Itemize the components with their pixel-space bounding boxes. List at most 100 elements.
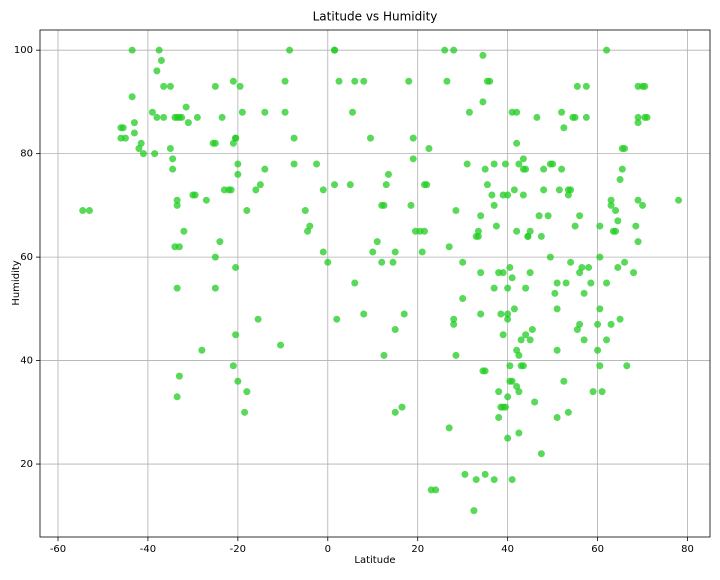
scatter-point (639, 201, 647, 209)
scatter-point (202, 196, 210, 204)
scatter-point (474, 227, 482, 235)
scatter-point (481, 367, 489, 375)
scatter-point (380, 201, 388, 209)
scatter-point (519, 362, 527, 370)
scatter-point (504, 310, 512, 318)
scatter-point (360, 77, 368, 85)
scatter-point (540, 186, 548, 194)
scatter-point (526, 227, 534, 235)
scatter-point (409, 155, 417, 163)
scatter-point (585, 263, 593, 271)
scatter-point (519, 155, 527, 163)
scatter-point (85, 207, 93, 215)
scatter-point (130, 119, 138, 127)
scatter-point (391, 326, 399, 334)
y-tick-label: 100 (14, 45, 33, 56)
scatter-point (331, 46, 339, 54)
scatter-point (562, 279, 570, 287)
x-tick-label: -40 (140, 544, 156, 555)
scatter-point (459, 258, 467, 266)
scatter-point (526, 336, 534, 344)
scatter-point (612, 227, 620, 235)
scatter-point (634, 119, 642, 127)
scatter-point (319, 248, 327, 256)
scatter-point (252, 186, 260, 194)
scatter-point (180, 227, 188, 235)
scatter-point (513, 227, 521, 235)
scatter-point (117, 124, 125, 132)
scatter-point (216, 238, 224, 246)
scatter-point (515, 160, 523, 168)
scatter-point (313, 160, 321, 168)
scatter-point (553, 413, 561, 421)
scatter-point (580, 336, 588, 344)
scatter-point (495, 388, 503, 396)
scatter-point (128, 46, 136, 54)
scatter-point (582, 113, 590, 121)
scatter-point (351, 279, 359, 287)
scatter-point (121, 134, 129, 142)
scatter-point (616, 315, 624, 323)
scatter-point (254, 315, 262, 323)
scatter-point (151, 150, 159, 158)
scatter-point (492, 222, 500, 230)
scatter-point (537, 450, 545, 458)
scatter-point (513, 108, 521, 116)
scatter-point (418, 248, 426, 256)
scatter-point (463, 160, 471, 168)
scatter-point (596, 222, 604, 230)
scatter-point (488, 191, 496, 199)
scatter-point (153, 113, 161, 121)
scatter-point (211, 253, 219, 261)
scatter-point (513, 139, 521, 147)
scatter-point (618, 165, 626, 173)
scatter-point (211, 284, 219, 292)
scatter-point (587, 279, 595, 287)
scatter-point (495, 413, 503, 421)
scatter-point (175, 372, 183, 380)
scatter-point (232, 263, 240, 271)
scatter-point (169, 155, 177, 163)
scatter-point (290, 160, 298, 168)
scatter-point (79, 207, 87, 215)
scatter-point (510, 186, 518, 194)
scatter-point (481, 470, 489, 478)
scatter-point (420, 227, 428, 235)
scatter-point (324, 258, 332, 266)
scatter-point (504, 434, 512, 442)
scatter-point (553, 346, 561, 354)
scatter-point (407, 201, 415, 209)
scatter-point (553, 305, 561, 313)
scatter-point (360, 310, 368, 318)
scatter-point (461, 470, 469, 478)
scatter-point (450, 320, 458, 328)
x-tick-label: 60 (591, 544, 604, 555)
scatter-point (398, 403, 406, 411)
scatter-point (391, 248, 399, 256)
scatter-point (335, 77, 343, 85)
scatter-point (603, 279, 611, 287)
scatter-point (333, 315, 341, 323)
scatter-point (277, 341, 285, 349)
scatter-point (229, 362, 237, 370)
scatter-point (160, 82, 168, 90)
scatter-point (546, 253, 554, 261)
scatter-point (218, 113, 226, 121)
scatter-point (508, 274, 516, 282)
scatter-point (549, 160, 557, 168)
scatter-point (553, 279, 561, 287)
scatter-point (178, 113, 186, 121)
scatter-point (261, 165, 269, 173)
scatter-point (155, 46, 163, 54)
scatter-point (193, 113, 201, 121)
scatter-point (614, 217, 622, 225)
y-tick-label: 80 (20, 149, 33, 160)
scatter-point (508, 377, 516, 385)
plot-frame (39, 29, 711, 538)
scatter-point (378, 258, 386, 266)
x-tick-label: 40 (501, 544, 514, 555)
scatter-point (351, 77, 359, 85)
scatter-point (501, 403, 509, 411)
scatter-point (551, 289, 559, 297)
chart-title: Latitude vs Humidity (313, 10, 438, 24)
